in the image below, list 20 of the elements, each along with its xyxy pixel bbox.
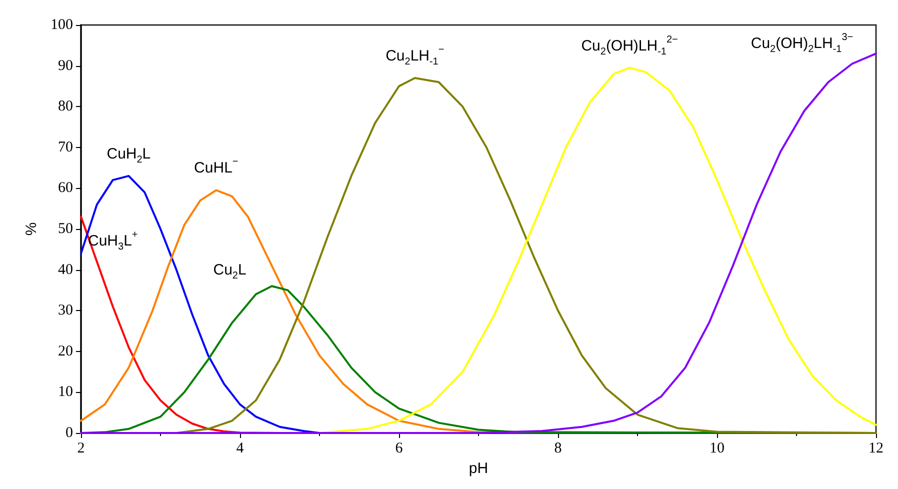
y-tick-label: 50: [58, 221, 73, 237]
y-tick-label: 60: [58, 180, 73, 196]
x-tick-label: 12: [868, 440, 884, 456]
x-tick-label: 8: [554, 440, 562, 456]
x-axis-title: pH: [468, 460, 488, 477]
y-tick-label: 80: [58, 98, 73, 115]
y-tick-label: 20: [58, 343, 73, 360]
y-tick-label: 90: [58, 58, 73, 74]
x-tick-label: 6: [395, 440, 404, 456]
y-tick-label: 40: [58, 262, 73, 278]
y-tick-label: 70: [58, 139, 73, 156]
y-tick-label: 30: [58, 302, 73, 319]
y-tick-label: 10: [58, 384, 73, 400]
series-label: CuHL−: [194, 156, 238, 177]
x-tick-label: 10: [710, 440, 724, 456]
y-axis-title: %: [23, 222, 40, 236]
y-tick-label: 0: [66, 425, 73, 441]
x-tick-label: 2: [77, 440, 85, 456]
y-tick-label: 100: [50, 17, 73, 33]
x-tick-label: 4: [236, 440, 244, 456]
